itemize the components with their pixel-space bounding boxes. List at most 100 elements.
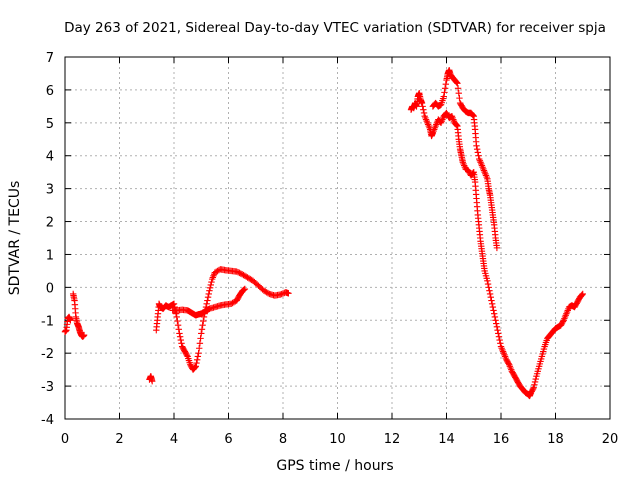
data-point <box>174 322 182 329</box>
data-point <box>531 381 538 389</box>
data-point <box>496 336 503 344</box>
data-point <box>176 330 183 337</box>
data-point <box>175 326 182 333</box>
data-points <box>61 66 586 400</box>
data-point <box>495 330 502 337</box>
y-tick-label: 2 <box>46 216 54 231</box>
data-point <box>198 326 206 333</box>
data-point <box>454 80 461 87</box>
y-axis-label: SDTVAR / TECUs <box>7 181 23 296</box>
data-point <box>530 384 537 391</box>
data-point <box>237 270 244 277</box>
data-point <box>532 375 539 383</box>
x-tick-label: 6 <box>224 432 232 447</box>
data-point <box>453 122 460 129</box>
data-point <box>285 290 292 297</box>
y-tick-label: 7 <box>46 51 54 66</box>
data-point <box>173 313 180 321</box>
x-tick-labels: 0 2 4 6 8 10 12 14 16 18 20 <box>61 432 618 447</box>
data-point <box>531 378 539 386</box>
data-point <box>484 280 492 288</box>
data-point <box>484 277 491 284</box>
data-point <box>578 291 586 298</box>
y-tick-label: 4 <box>46 150 54 165</box>
data-point <box>490 310 498 317</box>
data-point <box>197 335 204 342</box>
data-point <box>453 79 460 86</box>
data-point <box>441 89 448 96</box>
data-point <box>559 318 567 325</box>
data-point <box>195 349 202 357</box>
y-tick-label: 5 <box>46 117 54 132</box>
data-point <box>203 300 210 308</box>
data-point <box>491 313 499 321</box>
data-point <box>456 94 463 102</box>
data-point <box>454 85 462 92</box>
data-point <box>191 363 199 371</box>
data-point <box>493 323 501 331</box>
data-point <box>497 340 504 347</box>
data-point <box>200 317 207 325</box>
y-tick-label: -3 <box>41 380 54 395</box>
data-point <box>494 326 501 334</box>
data-point <box>492 317 499 324</box>
x-tick-label: 16 <box>493 432 510 447</box>
data-point <box>440 93 447 100</box>
data-point <box>240 286 248 293</box>
data-point <box>579 290 586 298</box>
data-point <box>178 340 185 347</box>
y-tick-label: -2 <box>41 347 54 362</box>
data-point <box>420 109 428 117</box>
data-point <box>170 300 178 308</box>
data-point <box>192 363 199 370</box>
data-point <box>205 290 212 298</box>
chart-title: Day 263 of 2021, Sidereal Day-to-day VTE… <box>64 20 606 36</box>
data-point <box>488 300 496 308</box>
data-point <box>204 297 211 304</box>
data-point <box>199 322 206 329</box>
data-point <box>177 336 185 344</box>
data-point <box>441 85 449 92</box>
y-tick-label: -4 <box>41 413 54 428</box>
data-point <box>174 317 181 325</box>
data-point <box>475 152 482 159</box>
data-point <box>455 90 462 97</box>
x-axis-label: GPS time / hours <box>276 458 393 474</box>
data-point <box>493 320 500 327</box>
data-point <box>194 353 202 360</box>
data-point <box>264 289 272 297</box>
y-tick-label: -1 <box>41 314 54 329</box>
data-point <box>67 317 74 324</box>
data-point <box>486 290 494 298</box>
data-point <box>233 268 240 275</box>
axis-ticks <box>64 56 611 420</box>
data-point <box>208 278 215 286</box>
data-point <box>420 106 427 113</box>
x-tick-label: 18 <box>547 432 564 447</box>
data-point <box>493 244 501 252</box>
data-point <box>149 377 156 385</box>
x-tick-label: 2 <box>115 432 123 447</box>
data-point <box>488 297 495 304</box>
x-tick-label: 10 <box>329 432 346 447</box>
data-point <box>495 333 503 340</box>
y-tick-label: 3 <box>46 183 54 198</box>
y-tick-labels: -4 -3 -2 -1 0 1 2 3 4 5 6 7 <box>41 51 54 428</box>
data-point <box>474 149 482 156</box>
y-tick-label: 1 <box>46 248 54 263</box>
y-tick-label: 6 <box>46 84 54 99</box>
data-point <box>486 287 493 294</box>
data-point <box>485 284 492 291</box>
x-tick-label: 20 <box>602 432 619 447</box>
y-tick-label: 0 <box>46 281 54 296</box>
data-point <box>206 287 213 294</box>
data-point <box>196 340 204 347</box>
x-tick-label: 14 <box>438 432 455 447</box>
x-tick-label: 8 <box>279 432 287 447</box>
data-point <box>469 112 477 119</box>
data-point <box>473 142 480 150</box>
data-point <box>419 103 426 110</box>
data-point <box>234 269 242 276</box>
data-point <box>176 333 184 340</box>
data-point <box>490 307 497 314</box>
